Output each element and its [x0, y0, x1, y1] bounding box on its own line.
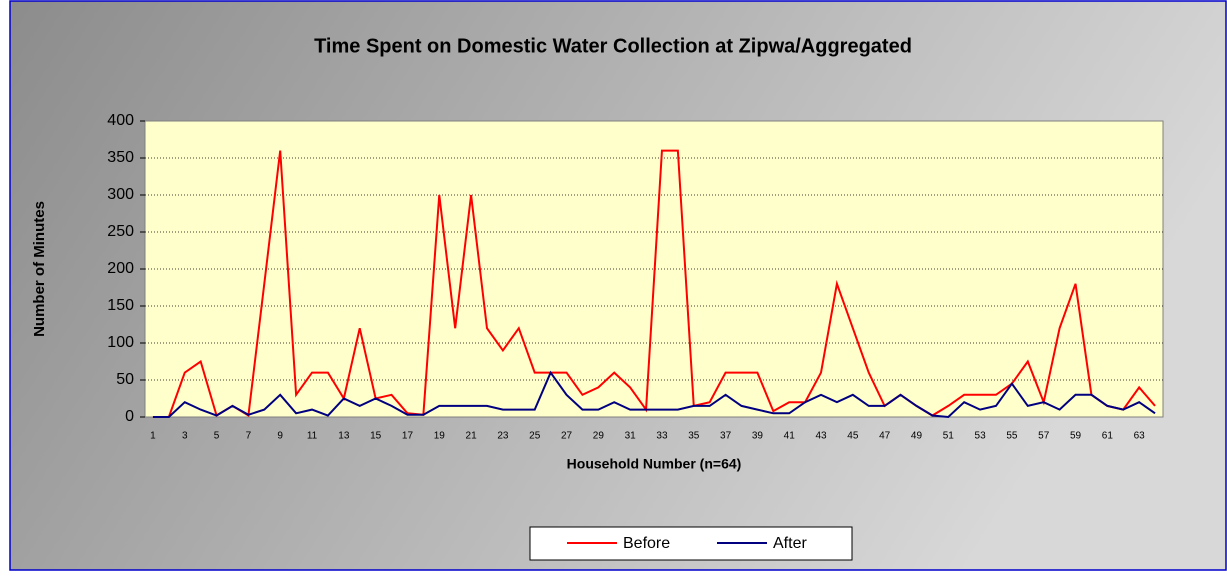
y-tick-label: 0: [125, 408, 134, 425]
x-tick-label: 59: [1070, 431, 1082, 442]
x-tick-label: 41: [784, 431, 796, 442]
y-tick-label: 150: [107, 297, 134, 314]
y-tick-label: 250: [107, 223, 134, 240]
x-tick-label: 29: [593, 431, 605, 442]
x-tick-label: 5: [214, 431, 220, 442]
x-tick-label: 37: [720, 431, 732, 442]
data-line: [152, 149, 1156, 418]
legend-label: After: [773, 535, 807, 552]
x-tick-label: 9: [277, 431, 283, 442]
y-tick-label: 50: [116, 371, 134, 388]
x-tick-label: 31: [625, 431, 637, 442]
y-tick-label: 400: [107, 112, 134, 129]
x-tick-label: 7: [246, 431, 252, 442]
x-tick-label: 1: [150, 431, 156, 442]
x-tick-label: 49: [911, 431, 923, 442]
x-tick-label: 11: [307, 431, 318, 442]
x-tick-label: 19: [434, 431, 446, 442]
x-tick-label: 55: [1006, 431, 1018, 442]
x-tick-label: 23: [497, 431, 509, 442]
x-tick-label: 25: [529, 431, 541, 442]
y-tick-label: 200: [107, 260, 134, 277]
x-tick-label: 39: [752, 431, 764, 442]
x-tick-label: 45: [847, 431, 859, 442]
y-tick-label: 300: [107, 186, 134, 203]
chart-title: Time Spent on Domestic Water Collection …: [314, 35, 912, 57]
x-tick-label: 27: [561, 431, 573, 442]
y-tick-label: 100: [107, 334, 134, 351]
y-axis-label: Number of Minutes: [31, 201, 48, 337]
x-tick-label: 13: [338, 431, 350, 442]
x-tick-label: 53: [975, 431, 987, 442]
x-tick-label: 17: [402, 431, 414, 442]
x-tick-label: 43: [815, 431, 827, 442]
y-tick-label: 350: [107, 149, 134, 166]
x-tick-label: 3: [182, 431, 188, 442]
x-tick-label: 63: [1134, 431, 1146, 442]
x-tick-label: 61: [1102, 431, 1114, 442]
x-tick-label: 51: [943, 431, 955, 442]
data-line: [152, 370, 1156, 419]
x-tick-label: 21: [466, 431, 478, 442]
x-tick-label: 33: [656, 431, 668, 442]
legend-label: Before: [623, 535, 670, 552]
x-tick-label: 35: [688, 431, 700, 442]
x-tick-label: 57: [1038, 431, 1050, 442]
x-axis-label: Household Number (n=64): [567, 456, 742, 472]
x-tick-label: 15: [370, 431, 382, 442]
x-tick-label: 47: [879, 431, 891, 442]
